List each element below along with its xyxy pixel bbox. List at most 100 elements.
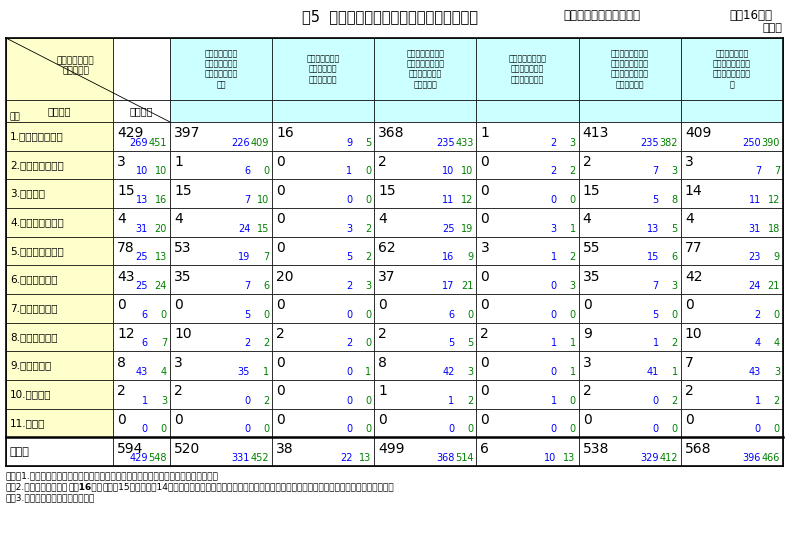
- Bar: [477, 408, 578, 437]
- Text: 35: 35: [238, 367, 250, 377]
- Bar: [477, 151, 578, 179]
- Text: 21: 21: [768, 281, 780, 291]
- Text: 8.レジャー用品: 8.レジャー用品: [10, 332, 58, 342]
- Text: 11: 11: [749, 195, 761, 205]
- Text: 42: 42: [685, 270, 702, 284]
- Text: 0: 0: [481, 384, 489, 399]
- Text: 412: 412: [660, 453, 678, 463]
- Text: 0: 0: [346, 396, 352, 406]
- Bar: [374, 151, 477, 179]
- Text: 0: 0: [346, 424, 352, 434]
- Text: 政府、団体、事業
者等の広報等によ
り消費者に注意を
喚起したもの: 政府、団体、事業 者等の広報等によ り消費者に注意を 喚起したもの: [611, 49, 649, 89]
- Text: 7: 7: [652, 281, 659, 291]
- Text: 1: 1: [551, 396, 556, 406]
- Text: 12: 12: [768, 195, 780, 205]
- Text: 2: 2: [774, 396, 780, 406]
- Text: 3: 3: [685, 155, 693, 169]
- Text: 18: 18: [768, 224, 780, 234]
- Bar: [477, 38, 578, 100]
- Text: 3: 3: [481, 241, 489, 255]
- Bar: [6, 151, 113, 179]
- Text: 0: 0: [570, 195, 576, 205]
- Bar: [272, 151, 374, 179]
- Text: 10: 10: [442, 167, 455, 176]
- Text: 6: 6: [263, 281, 269, 291]
- Text: 0: 0: [582, 413, 592, 427]
- Bar: [170, 100, 272, 122]
- Bar: [374, 179, 477, 208]
- Text: 0: 0: [774, 310, 780, 319]
- Text: 0: 0: [551, 281, 556, 291]
- Bar: [113, 38, 170, 100]
- Text: 8: 8: [117, 355, 126, 370]
- Text: 1: 1: [570, 224, 576, 234]
- Bar: [578, 351, 681, 380]
- Text: 0: 0: [551, 367, 556, 377]
- Text: 0: 0: [365, 424, 371, 434]
- Bar: [113, 100, 170, 122]
- Text: 16: 16: [154, 195, 167, 205]
- Text: 8: 8: [378, 355, 387, 370]
- Text: 0: 0: [551, 310, 556, 319]
- Bar: [681, 323, 783, 351]
- Text: 3.燃焼器具: 3.燃焼器具: [10, 189, 45, 199]
- Text: 7: 7: [755, 167, 761, 176]
- Text: 10: 10: [461, 167, 474, 176]
- Text: 5: 5: [365, 138, 371, 147]
- Text: 2: 2: [378, 327, 387, 341]
- Text: 429: 429: [117, 126, 143, 140]
- Text: 3: 3: [161, 396, 167, 406]
- Text: 7: 7: [161, 339, 167, 348]
- Text: 8: 8: [671, 195, 678, 205]
- Text: 466: 466: [762, 453, 780, 463]
- Bar: [6, 294, 113, 323]
- Text: 4: 4: [755, 339, 761, 348]
- Text: 0: 0: [365, 167, 371, 176]
- Bar: [272, 122, 374, 151]
- Text: 0: 0: [551, 195, 556, 205]
- Text: 1: 1: [481, 126, 489, 140]
- Text: 1: 1: [448, 396, 455, 406]
- Text: 14: 14: [685, 183, 702, 198]
- Text: 3: 3: [365, 281, 371, 291]
- Text: 568: 568: [685, 442, 712, 456]
- Text: 4: 4: [174, 212, 183, 227]
- Text: 1: 1: [365, 367, 371, 377]
- Bar: [272, 265, 374, 294]
- Bar: [681, 208, 783, 236]
- Text: 0: 0: [263, 310, 269, 319]
- Bar: [272, 208, 374, 236]
- Bar: [272, 38, 374, 100]
- Text: 0: 0: [263, 167, 269, 176]
- Bar: [272, 179, 374, 208]
- Text: 0: 0: [276, 413, 285, 427]
- Text: 250: 250: [742, 138, 761, 147]
- Text: 235: 235: [640, 138, 659, 147]
- Text: 7: 7: [685, 355, 693, 370]
- Bar: [6, 351, 113, 380]
- Text: 1: 1: [142, 396, 148, 406]
- Bar: [272, 380, 374, 408]
- Text: 3: 3: [174, 355, 183, 370]
- Bar: [6, 179, 113, 208]
- Text: 78: 78: [117, 241, 135, 255]
- Text: 0: 0: [570, 396, 576, 406]
- Bar: [170, 122, 272, 151]
- Bar: [578, 265, 681, 294]
- Text: 製品の改良、製造
工程の改善、品質
管理の強化等を
行ったもの: 製品の改良、製造 工程の改善、品質 管理の強化等を 行ったもの: [407, 49, 444, 89]
- Text: 0: 0: [142, 424, 148, 434]
- Text: 409: 409: [685, 126, 712, 140]
- Bar: [681, 100, 783, 122]
- Text: 23: 23: [749, 252, 761, 262]
- Bar: [170, 38, 272, 100]
- Text: 7: 7: [263, 252, 269, 262]
- Text: 368: 368: [378, 126, 405, 140]
- Text: 368: 368: [436, 453, 455, 463]
- Text: 0: 0: [652, 424, 659, 434]
- Text: 7.保健衛生用品: 7.保健衛生用品: [10, 304, 58, 313]
- Text: 7: 7: [774, 167, 780, 176]
- Text: 413: 413: [582, 126, 609, 140]
- Text: 38: 38: [276, 442, 294, 456]
- Text: 5: 5: [652, 195, 659, 205]
- Bar: [170, 294, 272, 323]
